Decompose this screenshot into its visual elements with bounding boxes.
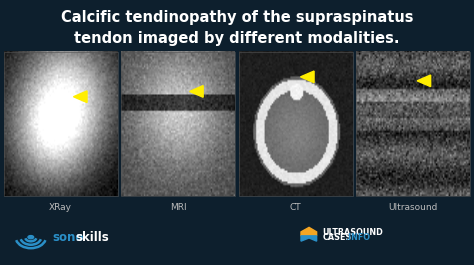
Text: Calcific tendinopathy of the supraspinatus: Calcific tendinopathy of the supraspinat… xyxy=(61,10,413,25)
Polygon shape xyxy=(417,75,431,87)
Bar xyxy=(4,52,118,196)
Circle shape xyxy=(28,236,34,239)
Text: sono: sono xyxy=(52,231,83,244)
Text: Ultrasound: Ultrasound xyxy=(389,203,438,212)
Bar xyxy=(239,52,353,196)
Polygon shape xyxy=(301,71,314,83)
Polygon shape xyxy=(301,227,317,236)
Bar xyxy=(356,52,470,196)
Text: skills: skills xyxy=(75,231,109,244)
Text: ULTRASOUND: ULTRASOUND xyxy=(322,228,383,237)
Text: MRI: MRI xyxy=(170,203,187,212)
Bar xyxy=(121,52,235,196)
Polygon shape xyxy=(73,91,87,103)
Polygon shape xyxy=(190,86,203,97)
Text: XRay: XRay xyxy=(49,203,72,212)
Text: tendon imaged by different modalities.: tendon imaged by different modalities. xyxy=(74,31,400,46)
Text: CASES: CASES xyxy=(322,233,352,242)
Polygon shape xyxy=(301,236,317,241)
Text: CT: CT xyxy=(290,203,301,212)
Text: .INFO: .INFO xyxy=(345,233,370,242)
